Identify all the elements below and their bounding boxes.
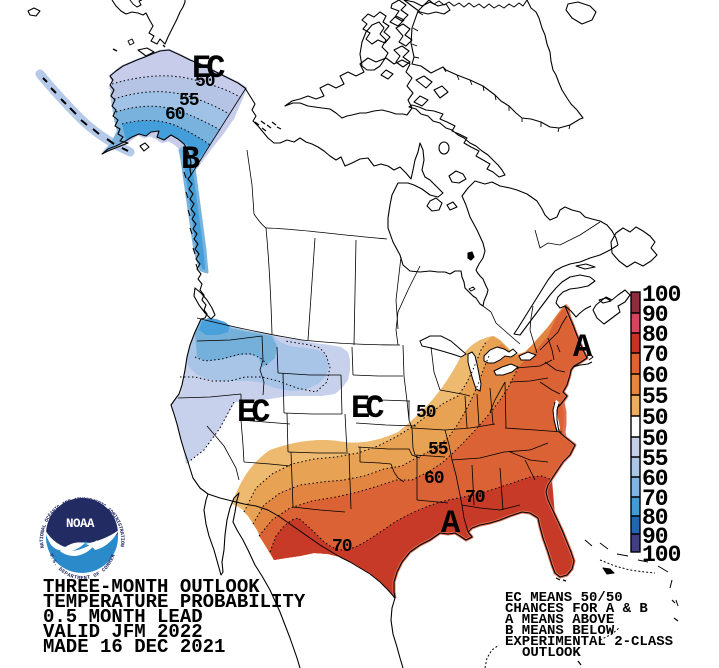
svg-text:70: 70 (332, 537, 352, 557)
svg-text:THREE-MONTH OUTLOOK: THREE-MONTH OUTLOOK (43, 576, 260, 598)
svg-text:60: 60 (642, 466, 668, 492)
svg-text:70: 70 (642, 486, 668, 512)
svg-text:EC: EC (351, 390, 384, 427)
svg-text:60: 60 (642, 363, 668, 389)
svg-text:NOAA: NOAA (66, 517, 95, 531)
svg-text:TEMPERATURE PROBABILITY: TEMPERATURE PROBABILITY (43, 591, 306, 613)
svg-text:60: 60 (165, 105, 185, 125)
svg-text:OUTLOOK: OUTLOOK (522, 645, 581, 661)
svg-text:80: 80 (642, 505, 668, 531)
svg-text:0.5 MONTH LEAD: 0.5 MONTH LEAD (43, 606, 203, 628)
svg-text:50: 50 (416, 403, 436, 423)
svg-text:B MEANS BELOW: B MEANS BELOW (505, 623, 615, 639)
svg-text:55: 55 (642, 384, 668, 410)
svg-text:100: 100 (642, 282, 681, 308)
svg-text:50: 50 (642, 405, 668, 431)
svg-text:55: 55 (179, 91, 199, 111)
svg-text:A MEANS ABOVE: A MEANS ABOVE (505, 612, 614, 628)
svg-text:50: 50 (195, 72, 215, 92)
svg-text:EC: EC (237, 394, 270, 431)
svg-text:55: 55 (642, 446, 668, 472)
svg-text:70: 70 (642, 342, 668, 368)
svg-text:VALID JFM 2022: VALID JFM 2022 (43, 621, 203, 643)
svg-text:EC MEANS 50/50: EC MEANS 50/50 (505, 590, 623, 606)
svg-text:90: 90 (642, 302, 668, 328)
svg-text:EXPERIMENTAL 2-CLASS: EXPERIMENTAL 2-CLASS (505, 634, 673, 650)
svg-text:55: 55 (428, 440, 448, 460)
svg-text:50: 50 (642, 426, 668, 452)
svg-text:MADE 16 DEC 2021: MADE 16 DEC 2021 (43, 636, 225, 658)
svg-text:90: 90 (642, 524, 668, 550)
svg-text:70: 70 (465, 488, 485, 508)
svg-text:CHANCES FOR A & B: CHANCES FOR A & B (505, 601, 648, 617)
svg-text:100: 100 (642, 542, 681, 568)
svg-text:80: 80 (642, 322, 668, 348)
svg-text:60: 60 (424, 469, 444, 489)
